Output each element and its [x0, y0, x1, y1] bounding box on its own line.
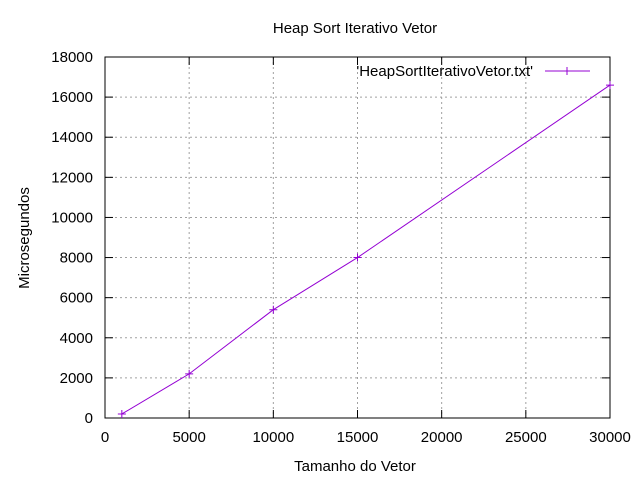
legend: 'HeapSortIterativoVetor.txt': [356, 63, 590, 80]
data-point-marker: [269, 305, 278, 314]
y-tick-label: 8000: [60, 250, 93, 267]
y-tick-label: 14000: [51, 129, 93, 146]
x-tick-label: 20000: [421, 429, 463, 446]
data-point-marker: [353, 253, 362, 262]
y-axis-title: Microsegundos: [16, 187, 33, 289]
y-tick-label: 2000: [60, 370, 93, 387]
chart-title: Heap Sort Iterativo Vetor: [273, 20, 437, 37]
y-tick-label: 16000: [51, 89, 93, 106]
x-tick-label: 25000: [505, 429, 547, 446]
data-point-marker: [606, 81, 614, 90]
y-tick-label: 12000: [51, 169, 93, 186]
y-tick-labels: 0 2000 4000 6000 8000 10000 12000 14000 16000 180…: [51, 49, 93, 427]
x-tick-label: 15000: [337, 429, 379, 446]
legend-label: 'HeapSortIterativoVetor.txt': [356, 63, 533, 80]
x-tick-label: 5000: [172, 429, 205, 446]
y-tick-label: 6000: [60, 290, 93, 307]
x-tick-label: 10000: [252, 429, 294, 446]
y-tick-label: 4000: [60, 330, 93, 347]
y-tick-label: 18000: [51, 49, 93, 66]
legend-marker: [563, 67, 571, 75]
y-tick-label: 0: [85, 410, 93, 427]
grid-lines: [105, 57, 610, 418]
series-layer: [117, 81, 614, 418]
x-tick-labels: 0 5000 10000 15000 20000 25000 30000: [101, 429, 631, 446]
x-axis-title: Tamanho do Vetor: [294, 458, 416, 475]
x-tick-label: 30000: [589, 429, 631, 446]
data-point-marker: [185, 369, 194, 378]
axis-ticks: [104, 56, 611, 419]
series-line: [121, 84, 611, 415]
data-point-marker: [117, 409, 126, 418]
y-tick-label: 10000: [51, 209, 93, 226]
x-tick-label: 0: [101, 429, 109, 446]
